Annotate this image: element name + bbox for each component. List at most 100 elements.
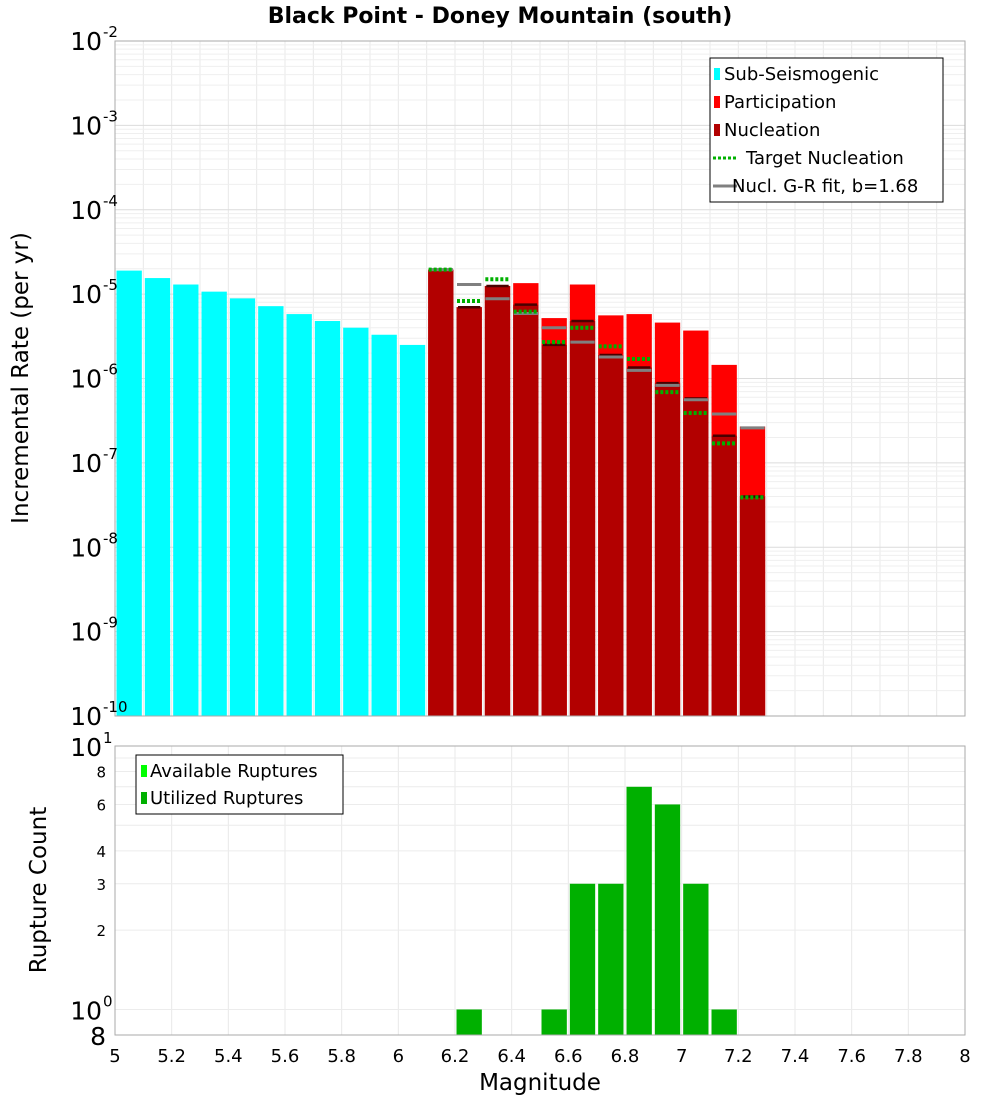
y-tick-exponent: -8 — [103, 529, 118, 547]
nucleation-bar — [711, 435, 737, 716]
y-tick-label: 10 — [70, 365, 102, 394]
x-tick-label: 7.2 — [724, 1046, 753, 1067]
sub-seismogenic-bar — [229, 298, 256, 716]
legend-swatch — [714, 68, 720, 80]
legend-label: Participation — [724, 92, 836, 113]
legend-label: Target Nucleation — [745, 148, 904, 169]
rate-plot-y-axis-label: Incremental Rate (per yr) — [8, 232, 34, 524]
x-tick-label: 8 — [959, 1046, 970, 1067]
y-tick-label: 10 — [70, 280, 102, 309]
y-tick-exponent: -6 — [103, 361, 118, 379]
count-plot-legend: Available Ruptures Utilized Ruptures — [135, 754, 344, 815]
utilized-ruptures-bar — [569, 883, 596, 1035]
x-tick-label: 5.4 — [214, 1046, 243, 1067]
y-tick-minor-label: 2 — [96, 922, 106, 940]
sub-seismogenic-bar — [144, 278, 171, 716]
nucleation-bar — [541, 344, 567, 716]
y-tick-label: 10 — [70, 618, 102, 647]
sub-seismogenic-bar — [399, 344, 426, 716]
x-tick-label: 5.2 — [157, 1046, 186, 1067]
legend-swatch — [141, 792, 147, 804]
legend-box — [709, 57, 944, 203]
nucleation-bar — [739, 496, 766, 716]
y-tick-exponent: -10 — [103, 698, 128, 716]
rate-plot-bars — [116, 269, 766, 716]
y-tick-base: 10 — [70, 702, 102, 731]
sub-seismogenic-bar — [314, 321, 341, 716]
utilized-ruptures-bar — [456, 1009, 482, 1035]
x-tick-label: 7.8 — [894, 1046, 923, 1067]
y-tick-label: 10 — [70, 702, 102, 731]
y-tick-base: 10 — [70, 196, 102, 225]
sub-seismogenic-bar — [371, 334, 397, 716]
x-tick-label: 5.6 — [271, 1046, 300, 1067]
y-tick-label: 10 — [70, 996, 102, 1025]
legend-swatch — [714, 124, 720, 136]
nucleation-bar — [626, 367, 652, 716]
y-tick-base: 10 — [70, 111, 102, 140]
x-tick-label: 7.4 — [781, 1046, 810, 1067]
sub-seismogenic-bar — [258, 306, 284, 716]
y-tick-bottom-label: 8 — [90, 1022, 106, 1051]
legend-swatch — [141, 765, 147, 777]
y-tick-minor-label: 6 — [96, 796, 106, 814]
y-tick-minor-label: 4 — [96, 843, 106, 861]
nucleation-bar — [598, 354, 624, 716]
y-tick-label: 10 — [70, 27, 102, 56]
x-tick-label: 5.8 — [327, 1046, 356, 1067]
x-axis-label: Magnitude — [479, 1070, 601, 1096]
x-tick-label: 5 — [109, 1046, 120, 1067]
nucleation-bar — [456, 307, 482, 716]
y-tick-base: 10 — [70, 533, 102, 562]
y-tick-exponent: 0 — [103, 992, 113, 1010]
y-tick-exponent: -3 — [103, 107, 118, 125]
sub-seismogenic-bar — [201, 291, 227, 716]
y-tick-minor-label: 8 — [96, 764, 106, 782]
rate-plot-level-marks — [428, 267, 765, 500]
y-tick-exponent: -9 — [103, 614, 118, 632]
rate-plot-grid — [114, 41, 966, 717]
nucleation-bar — [484, 285, 511, 716]
nucleation-bar — [683, 398, 709, 716]
y-tick-base: 10 — [70, 618, 102, 647]
x-tick-label: 6.6 — [554, 1046, 583, 1067]
x-tick-label: 6.2 — [441, 1046, 470, 1067]
x-tick-label: 6.4 — [497, 1046, 526, 1067]
y-tick-label: 10 — [70, 111, 102, 140]
count-plot-frame — [114, 745, 966, 1036]
utilized-ruptures-bar — [683, 883, 709, 1035]
y-tick-exponent: -4 — [103, 192, 118, 210]
sub-seismogenic-bar — [173, 284, 199, 716]
y-tick-label: 10 — [70, 533, 102, 562]
y-tick-label: 10 — [70, 449, 102, 478]
legend-label: Nucleation — [724, 120, 820, 141]
y-tick-minor-label: 3 — [96, 876, 106, 894]
nucleation-bar — [569, 321, 596, 716]
legend-label: Nucl. G-R fit, b=1.68 — [732, 176, 918, 197]
y-tick-base: 10 — [70, 27, 102, 56]
nucleation-bar — [513, 304, 539, 716]
utilized-ruptures-bar — [541, 1009, 567, 1035]
rate-plot-frame — [114, 40, 966, 717]
y-tick-exponent: 1 — [103, 729, 113, 747]
sub-seismogenic-bar — [343, 327, 369, 716]
legend-label: Sub-Seismogenic — [724, 64, 879, 85]
y-tick-exponent: -7 — [103, 445, 118, 463]
y-tick-base: 10 — [70, 449, 102, 478]
legend-label: Utilized Ruptures — [150, 788, 303, 809]
x-axis-ticks: 5 5.2 5.4 5.6 5.8 6 6.2 6.4 6.6 6.8 7 7.2 7.4 7.6 7.8 8 — [109, 1046, 970, 1067]
y-tick-exponent: -5 — [103, 276, 118, 294]
y-tick-base: 10 — [70, 365, 102, 394]
y-tick-exponent: -2 — [103, 23, 118, 41]
utilized-ruptures-bar — [654, 804, 681, 1035]
count-plot-y-axis-label: Rupture Count — [26, 807, 52, 973]
sub-seismogenic-bar — [286, 314, 312, 716]
legend-label: Available Ruptures — [150, 761, 318, 782]
sub-seismogenic-bar — [116, 270, 142, 716]
x-tick-label: 6 — [393, 1046, 404, 1067]
chart-title: Black Point - Doney Mountain (south) — [268, 4, 733, 29]
